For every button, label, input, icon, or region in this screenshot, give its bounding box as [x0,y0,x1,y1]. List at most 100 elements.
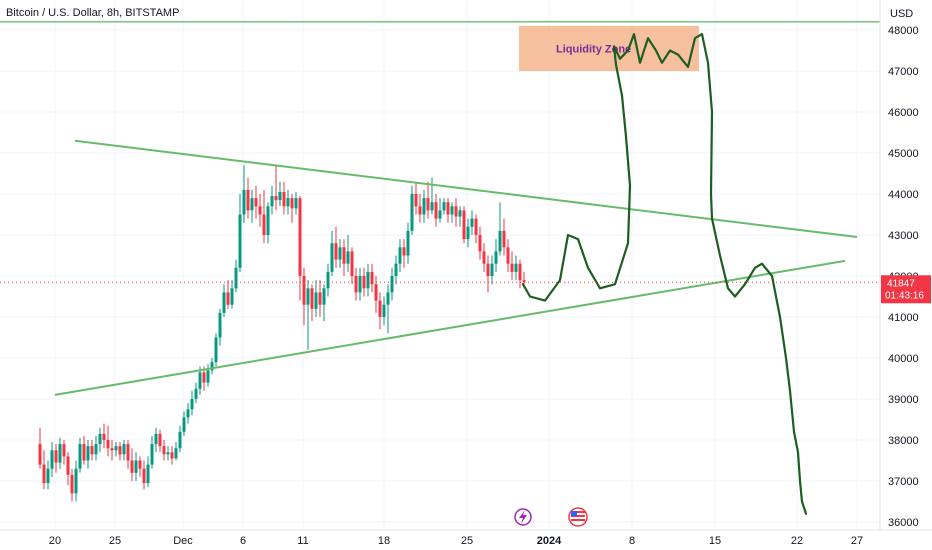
candle-body [234,267,238,289]
candle [110,440,114,461]
candle [318,280,322,317]
candle [334,226,338,268]
candle-body [434,202,438,219]
candle [130,448,134,481]
candle-body [378,300,382,317]
candle-body [510,263,514,272]
candle [258,194,262,227]
candle-body [58,444,62,463]
candle-body [122,444,126,455]
us-flag-event-icon[interactable] [568,507,588,527]
candle [122,440,126,461]
candle-body [250,198,254,211]
candle [246,177,250,219]
candle-body [146,464,150,484]
candle [142,460,146,490]
candle-body [310,288,314,309]
candle [166,446,170,461]
candle [302,267,306,326]
candle-body [442,202,446,211]
candle-body [286,198,290,207]
candle-body [202,372,206,383]
candle-body [414,194,418,207]
lightning-event-icon[interactable] [514,508,532,526]
candle [470,210,474,235]
candle-body [418,206,422,215]
candle-body [162,446,166,455]
candle-body [86,446,90,461]
candle [210,358,214,375]
candle [106,425,110,457]
candle-body [398,247,402,264]
candle-body [406,230,410,256]
candle-body [62,444,66,457]
candle-body [82,444,86,461]
candle-body [266,206,270,235]
candle-body [402,247,406,256]
candle-body [278,191,282,201]
candle [50,442,54,477]
projection-drawing[interactable] [521,33,808,515]
candle [502,218,506,256]
lower-trendline[interactable] [54,259,846,396]
candle-body [422,198,426,215]
time-tick-label: 20 [49,535,61,547]
candle [518,259,522,289]
candle-body [346,251,350,264]
candle-body [134,460,138,473]
candle [98,427,102,453]
drawing-overlays: Liquidity Zone [0,21,880,515]
candle [386,284,390,334]
time-tick-label: 15 [709,535,721,547]
candle [70,468,74,502]
candle-body [42,464,46,484]
candle-body [238,214,242,268]
candle [78,437,82,473]
candle [306,280,310,350]
price-tick-label: 44000 [888,189,919,201]
candle [74,460,78,502]
candle [86,440,90,469]
candle-body [370,271,374,285]
candle-body [218,312,222,338]
candle-body [50,450,54,469]
candle-body [142,468,146,484]
candles-layer [38,165,526,502]
liquidity-zone-box[interactable] [519,25,699,71]
candle-body [194,388,198,399]
price-tag-countdown: 01:43:16 [885,290,924,301]
candle [350,247,354,285]
currency-label[interactable]: USD [890,8,913,20]
candle-body [446,202,450,215]
candle [230,280,234,309]
candle-body [390,276,394,293]
candle-body [478,235,482,252]
candle-body [210,362,214,371]
candle [314,280,318,317]
price-tick-label: 45000 [888,148,919,160]
price-axis[interactable]: 3600037000380003900040000410004200043000… [888,25,919,529]
candle [154,427,158,453]
candle [434,194,438,227]
candle-body [110,448,114,451]
chart-title: Bitcoin / U.S. Dollar, 8h, BITSTAMP [6,7,179,19]
candle-body [174,448,178,459]
price-tick-label: 40000 [888,353,919,365]
candle-body [374,284,378,301]
time-axis[interactable]: 20 25 Dec 6 11 18 25 2024 8 15 22 27 [49,535,863,547]
candle-body [126,444,130,461]
candle [262,189,266,244]
candle [490,255,494,285]
candle-body [514,263,518,272]
time-tick-label: 22 [791,535,803,547]
price-tick-label: 36000 [888,517,919,529]
upper-trendline[interactable] [74,139,858,239]
candle-body [270,196,274,207]
candle-body [458,210,462,217]
candle-body [482,251,486,264]
candle [46,460,50,490]
candle [162,440,166,461]
candle-body [410,194,414,231]
candle [454,198,458,227]
